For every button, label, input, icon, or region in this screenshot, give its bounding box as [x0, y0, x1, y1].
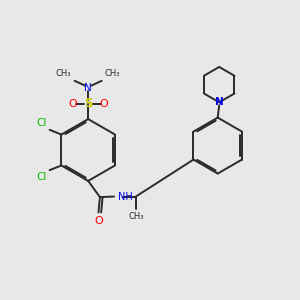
Text: N: N — [215, 97, 224, 107]
Text: N: N — [84, 83, 92, 94]
Text: S: S — [84, 97, 92, 110]
Text: NH: NH — [118, 191, 132, 202]
Text: O: O — [94, 216, 103, 226]
Text: CH₃: CH₃ — [105, 69, 120, 78]
Text: O: O — [99, 99, 108, 109]
Text: Cl: Cl — [36, 172, 47, 182]
Text: CH₃: CH₃ — [56, 69, 71, 78]
Text: Cl: Cl — [36, 118, 47, 128]
Text: O: O — [68, 99, 77, 109]
Text: CH₃: CH₃ — [128, 212, 144, 221]
